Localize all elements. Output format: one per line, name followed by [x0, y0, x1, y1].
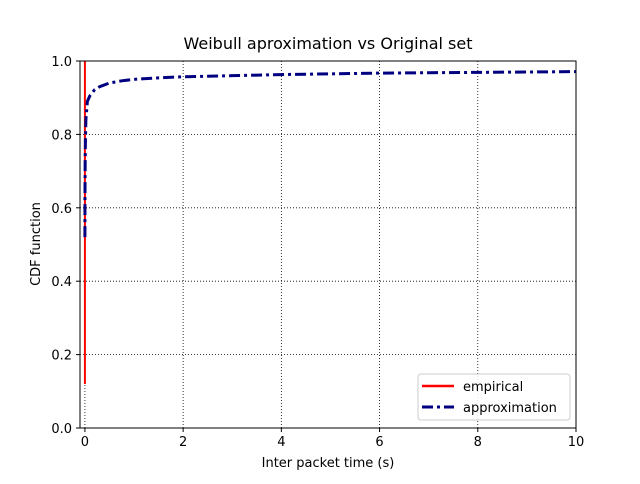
- x-axis-label: Inter packet time (s): [262, 456, 395, 471]
- x-axis: 0 2 4 6 8 10: [81, 428, 585, 450]
- x-tick-label: 0: [81, 435, 89, 450]
- plot-frame: [79, 60, 577, 429]
- x-tick-label: 8: [474, 435, 482, 450]
- y-tick-label: 0.8: [51, 128, 72, 143]
- legend-box: [417, 373, 571, 421]
- x-tick-label: 4: [277, 435, 285, 450]
- grid-lines: [80, 60, 577, 429]
- x-tick-label: 2: [179, 435, 187, 450]
- y-tick-label: 0.2: [51, 349, 72, 364]
- series-layer: [83, 61, 577, 384]
- y-axis-label: CDF function: [29, 202, 44, 286]
- x-tick-label: 10: [568, 435, 585, 450]
- legend-label-empirical: empirical: [463, 380, 523, 395]
- y-tick-label: 1.0: [51, 55, 72, 70]
- y-tick-label: 0.6: [51, 202, 72, 217]
- legend: empirical approximation: [417, 373, 571, 421]
- chart-title: Weibull aproximation vs Original set: [183, 34, 472, 53]
- y-axis: 0.0 0.2 0.4 0.6 0.8 1.0: [51, 55, 80, 437]
- legend-label-approximation: approximation: [463, 401, 557, 416]
- series-line-approximation: [83, 70, 577, 238]
- x-tick-label: 6: [375, 435, 383, 450]
- y-tick-label: 0.0: [51, 422, 72, 437]
- y-tick-label: 0.4: [51, 275, 72, 290]
